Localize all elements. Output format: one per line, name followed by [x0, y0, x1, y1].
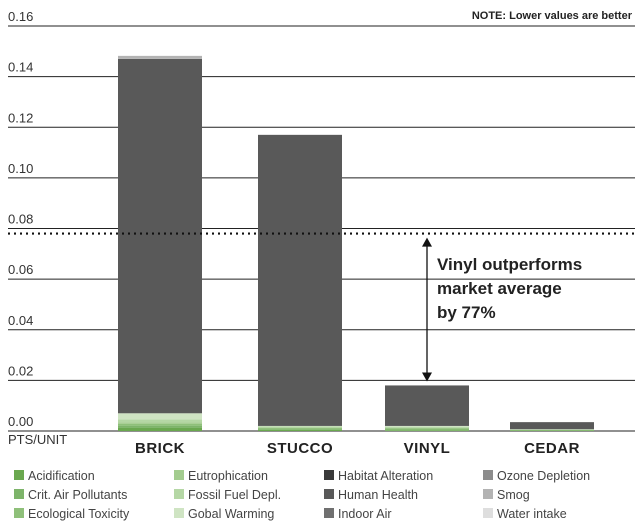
bar-segment: [258, 426, 342, 428]
legend-label: Eutrophication: [188, 469, 268, 483]
y-tick-label: 0.06: [8, 262, 33, 277]
bar-segment: [258, 429, 342, 431]
bar-segment: [385, 429, 469, 431]
bar-segment: [510, 429, 594, 430]
legend-swatch: [14, 470, 24, 480]
bar-segment: [385, 430, 469, 431]
x-tick-label: BRICK: [135, 440, 185, 457]
legend-label: Acidification: [28, 469, 95, 483]
bar-segment: [118, 413, 202, 420]
legend: Acidification Crit. Air Pollutants Ecologi…: [14, 469, 590, 521]
y-tick-label: 0.12: [8, 110, 33, 125]
bar-segment: [258, 425, 342, 427]
x-tick-label: CEDAR: [524, 440, 580, 457]
bar-segment: [258, 134, 342, 426]
legend-label: Indoor Air: [338, 507, 392, 521]
labels: NOTE: Lower values are better PTS/UNIT: [8, 10, 633, 447]
bar-segment: [510, 429, 594, 431]
legend-label: Fossil Fuel Depl.: [188, 488, 281, 502]
legend-swatch: [14, 508, 24, 518]
bar-segment: [385, 427, 469, 429]
y-tick-label: 0.00: [8, 414, 33, 429]
bar-segment: [385, 426, 469, 428]
y-axis-unit-label: PTS/UNIT: [8, 432, 67, 447]
legend-label: Crit. Air Pollutants: [28, 488, 127, 502]
market-average: Vinyl outperforms market average by 77%: [8, 232, 635, 382]
y-tick-label: 0.02: [8, 363, 33, 378]
bar-segment: [118, 427, 202, 431]
legend-label: Habitat Alteration: [338, 469, 433, 483]
bar-segment: [385, 428, 469, 430]
legend-swatch: [174, 489, 184, 499]
bar-segment: [118, 419, 202, 423]
bar-segment: [258, 428, 342, 430]
bar-segment: [510, 422, 594, 430]
legend-swatch: [174, 470, 184, 480]
legend-swatch: [483, 508, 493, 518]
y-tick-label: 0.10: [8, 161, 33, 176]
y-tick-label: 0.08: [8, 212, 33, 227]
legend-swatch: [483, 489, 493, 499]
bar-segment: [118, 58, 202, 414]
legend-swatch: [174, 508, 184, 518]
legend-label: Water intake: [497, 507, 567, 521]
bar-segment: [385, 385, 469, 426]
bar-segment: [385, 425, 469, 427]
bar-segment: [510, 430, 594, 431]
bar-segment: [510, 430, 594, 431]
bar-segment: [258, 427, 342, 429]
legend-label: Ozone Depletion: [497, 469, 590, 483]
y-tick-label: 0.04: [8, 313, 33, 328]
bars: BRICK STUCCO VINYL CEDAR: [118, 55, 594, 457]
arrow-head-down: [422, 372, 432, 382]
bar-segment: [118, 55, 202, 59]
bar-segment: [258, 427, 342, 428]
legend-swatch: [324, 470, 334, 480]
legend-label: Gobal Warming: [188, 507, 274, 521]
annotation-text: Vinyl outperforms: [437, 255, 582, 274]
bar-segment: [510, 429, 594, 430]
legend-label: Human Health: [338, 488, 418, 502]
arrow-head-up: [422, 237, 432, 247]
chart-note: NOTE: Lower values are better: [472, 10, 633, 22]
legend-label: Smog: [497, 488, 530, 502]
bar-segment: [118, 423, 202, 426]
bar-segment: [510, 429, 594, 431]
legend-swatch: [14, 489, 24, 499]
legend-label: Ecological Toxicity: [28, 507, 130, 521]
bar-segment: [118, 425, 202, 428]
annotation-text: market average: [437, 279, 562, 298]
annotation-text: by 77%: [437, 303, 496, 322]
legend-swatch: [483, 470, 493, 480]
legend-swatch: [324, 489, 334, 499]
y-tick-label: 0.14: [8, 60, 33, 75]
y-tick-label: 0.16: [8, 9, 33, 24]
legend-swatch: [324, 508, 334, 518]
x-tick-label: STUCCO: [267, 440, 333, 457]
x-tick-label: VINYL: [404, 440, 451, 457]
bar-segment: [118, 422, 202, 424]
